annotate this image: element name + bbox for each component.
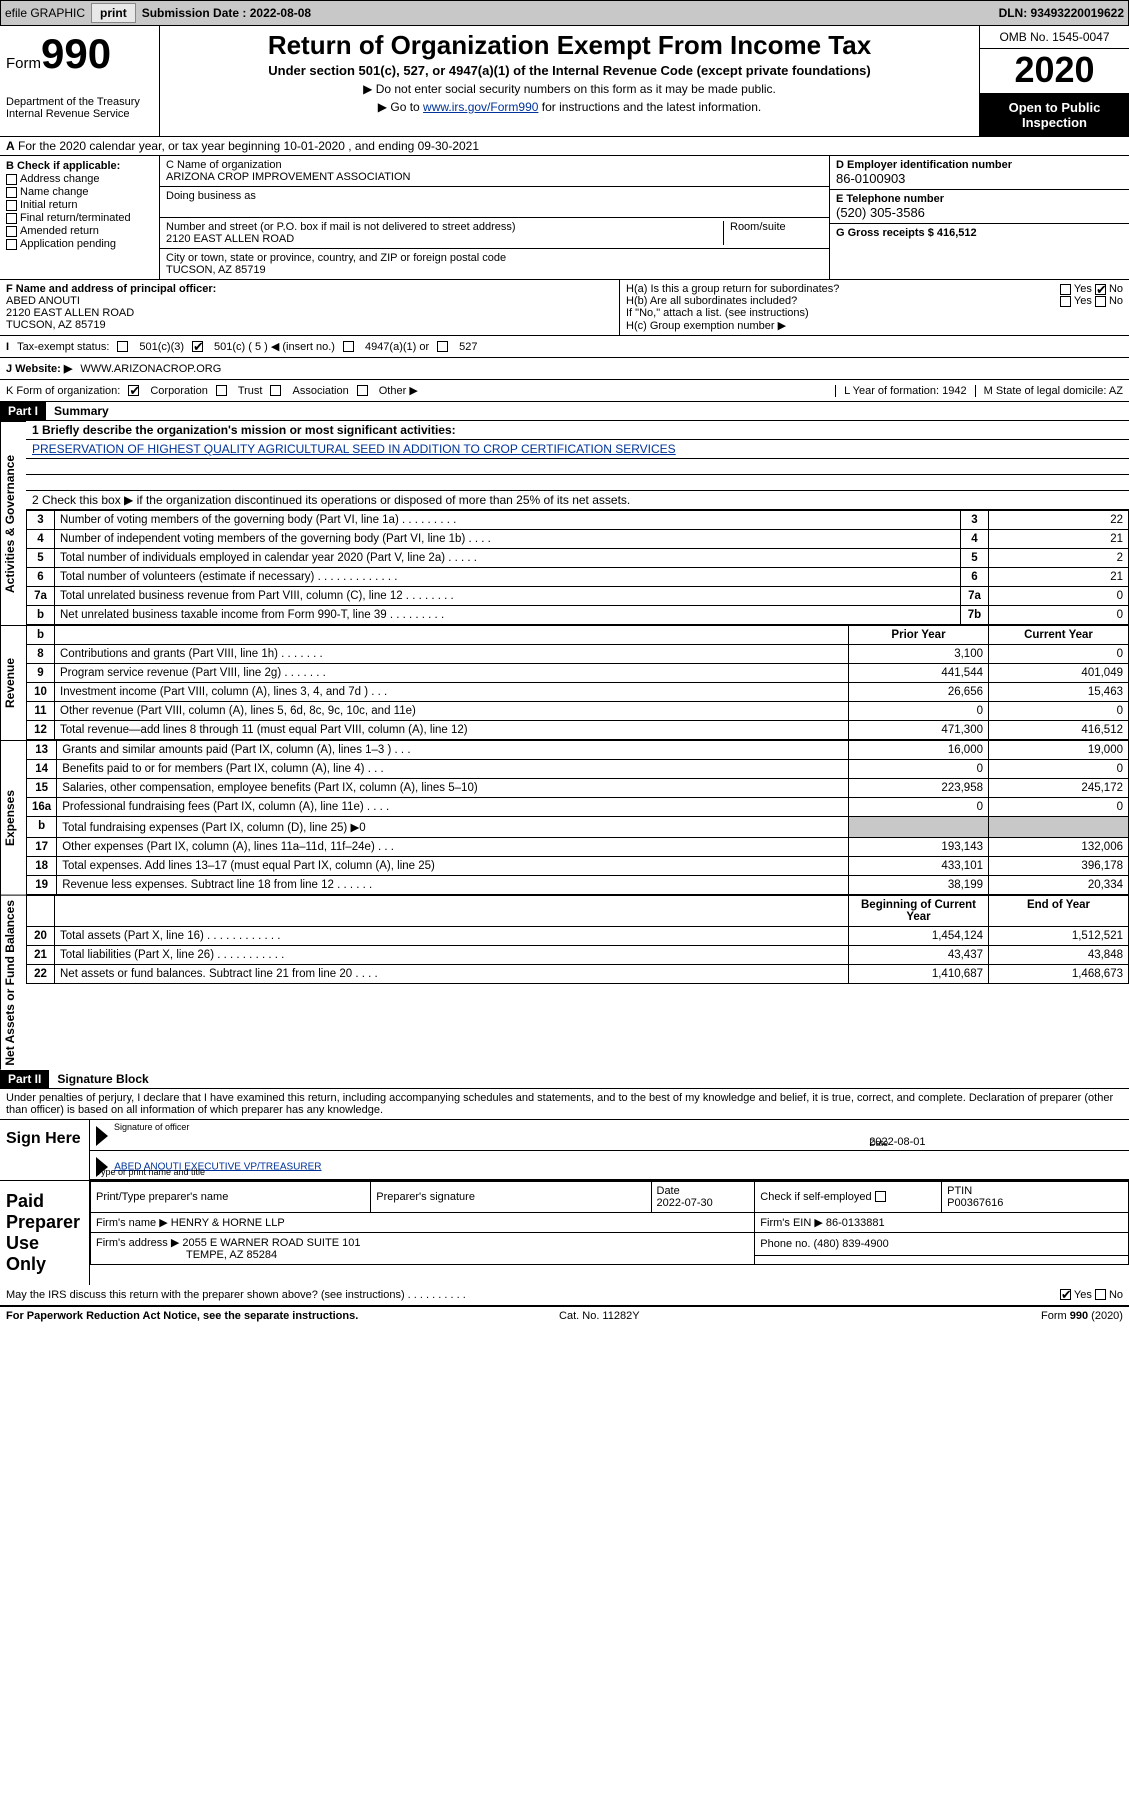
side-governance: Activities & Governance: [0, 421, 26, 625]
officer-addr1: 2120 EAST ALLEN ROAD: [6, 307, 613, 319]
l-label: L Year of formation: 1942: [835, 385, 967, 397]
q2: 2 Check this box ▶ if the organization d…: [26, 491, 1129, 510]
exp-table: 13Grants and similar amounts paid (Part …: [26, 740, 1129, 895]
top-toolbar: efile GRAPHIC print Submission Date : 20…: [0, 0, 1129, 26]
mission-text: PRESERVATION OF HIGHEST QUALITY AGRICULT…: [32, 442, 676, 456]
chk-initial[interactable]: Initial return: [6, 199, 153, 211]
part-ii-header: Part II Signature Block: [0, 1070, 1129, 1089]
chk-final[interactable]: Final return/terminated: [6, 212, 153, 224]
rev-section: Revenue bPrior YearCurrent Year 8Contrib…: [0, 625, 1129, 740]
website-row: J Website: ▶ WWW.ARIZONACROP.ORG: [0, 358, 1129, 380]
discuss-row: May the IRS discuss this return with the…: [0, 1285, 1129, 1306]
form-header: Form990 Department of the Treasury Inter…: [0, 26, 1129, 137]
c-label: C Name of organization: [166, 159, 823, 171]
side-net: Net Assets or Fund Balances: [0, 895, 26, 1070]
section-a: A For the 2020 calendar year, or tax yea…: [0, 137, 1129, 156]
k-row: K Form of organization: Corporation Trus…: [0, 380, 1129, 402]
org-info-block: B Check if applicable: Address change Na…: [0, 156, 1129, 280]
room-label: Room/suite: [730, 221, 823, 233]
form-title: Return of Organization Exempt From Incom…: [168, 30, 971, 61]
m-label: M State of legal domicile: AZ: [975, 385, 1123, 397]
part-i-header: Part I Summary: [0, 402, 1129, 421]
officer-group-block: F Name and address of principal officer:…: [0, 280, 1129, 336]
chk-name[interactable]: Name change: [6, 186, 153, 198]
print-button[interactable]: print: [91, 3, 136, 23]
tax-year: 2020: [980, 49, 1129, 94]
irs-link[interactable]: www.irs.gov/Form990: [423, 100, 538, 114]
exp-section: Expenses 13Grants and similar amounts pa…: [0, 740, 1129, 895]
dept-label: Department of the Treasury Internal Reve…: [6, 96, 153, 120]
open-inspection: Open to Public Inspection: [980, 94, 1129, 136]
hb-note: If "No," attach a list. (see instruction…: [626, 307, 1123, 319]
f-label: F Name and address of principal officer:: [6, 283, 613, 295]
omb-number: OMB No. 1545-0047: [980, 26, 1129, 49]
cat-no: Cat. No. 11282Y: [559, 1310, 640, 1322]
side-expenses: Expenses: [0, 740, 26, 895]
penalty-text: Under penalties of perjury, I declare th…: [0, 1089, 1129, 1120]
side-revenue: Revenue: [0, 625, 26, 740]
ha-row: H(a) Is this a group return for subordin…: [626, 283, 1123, 295]
arrow-icon: [96, 1126, 108, 1146]
firm-ein: Firm's EIN ▶ 86-0133881: [755, 1212, 1129, 1232]
firm-name: HENRY & HORNE LLP: [171, 1217, 285, 1229]
chk-amended[interactable]: Amended return: [6, 225, 153, 237]
city-label: City or town, state or province, country…: [166, 252, 823, 264]
page-footer: For Paperwork Reduction Act Notice, see …: [0, 1306, 1129, 1325]
sign-block: Sign Here Signature of officer 2022-08-0…: [0, 1120, 1129, 1181]
d-label: D Employer identification number: [836, 159, 1123, 171]
city-value: TUCSON, AZ 85719: [166, 264, 823, 276]
note-ssn: Do not enter social security numbers on …: [168, 82, 971, 96]
chk-pending[interactable]: Application pending: [6, 238, 153, 250]
sign-here-label: Sign Here: [0, 1120, 90, 1180]
form-footer: Form 990 (2020): [1041, 1310, 1123, 1322]
gov-table: 3Number of voting members of the governi…: [26, 510, 1129, 625]
dln-label: DLN: 93493220019622: [999, 6, 1124, 20]
note-link: Go to www.irs.gov/Form990 for instructio…: [168, 100, 971, 114]
chk-address[interactable]: Address change: [6, 173, 153, 185]
paperwork-notice: For Paperwork Reduction Act Notice, see …: [6, 1310, 358, 1322]
org-name: ARIZONA CROP IMPROVEMENT ASSOCIATION: [166, 171, 823, 183]
addr-label: Number and street (or P.O. box if mail i…: [166, 221, 723, 233]
firm-phone: Phone no. (480) 839-4900: [755, 1232, 1129, 1255]
form-subtitle: Under section 501(c), 527, or 4947(a)(1)…: [168, 63, 971, 78]
g-label: G Gross receipts $ 416,512: [836, 227, 1123, 239]
hb-row: H(b) Are all subordinates included? Yes …: [626, 295, 1123, 307]
i-label: Tax-exempt status:: [17, 341, 109, 353]
e-label: E Telephone number: [836, 193, 1123, 205]
phone-value: (520) 305-3586: [836, 205, 1123, 220]
hc-row: H(c) Group exemption number ▶: [626, 319, 1123, 332]
net-table: Beginning of Current YearEnd of Year 20T…: [26, 895, 1129, 984]
officer-addr2: TUCSON, AZ 85719: [6, 319, 613, 331]
paid-prep-label: Paid Preparer Use Only: [0, 1181, 90, 1285]
preparer-block: Paid Preparer Use Only Print/Type prepar…: [0, 1181, 1129, 1285]
efile-label: efile GRAPHIC: [5, 6, 85, 20]
submission-date: Submission Date : 2022-08-08: [142, 6, 311, 20]
sign-date: 2022-08-01: [869, 1126, 1123, 1148]
net-section: Net Assets or Fund Balances Beginning of…: [0, 895, 1129, 1070]
website-value: WWW.ARIZONACROP.ORG: [80, 363, 221, 375]
form-number: Form990: [6, 30, 153, 78]
b-header: B Check if applicable:: [6, 160, 153, 172]
tax-status-row: I Tax-exempt status: 501(c)(3) 501(c) ( …: [0, 336, 1129, 358]
rev-table: bPrior YearCurrent Year 8Contributions a…: [26, 625, 1129, 740]
dba-label: Doing business as: [166, 190, 823, 202]
ein-value: 86-0100903: [836, 171, 1123, 186]
street-address: 2120 EAST ALLEN ROAD: [166, 233, 723, 245]
officer-name: ABED ANOUTI: [6, 295, 613, 307]
gov-section: Activities & Governance 1 Briefly descri…: [0, 421, 1129, 625]
